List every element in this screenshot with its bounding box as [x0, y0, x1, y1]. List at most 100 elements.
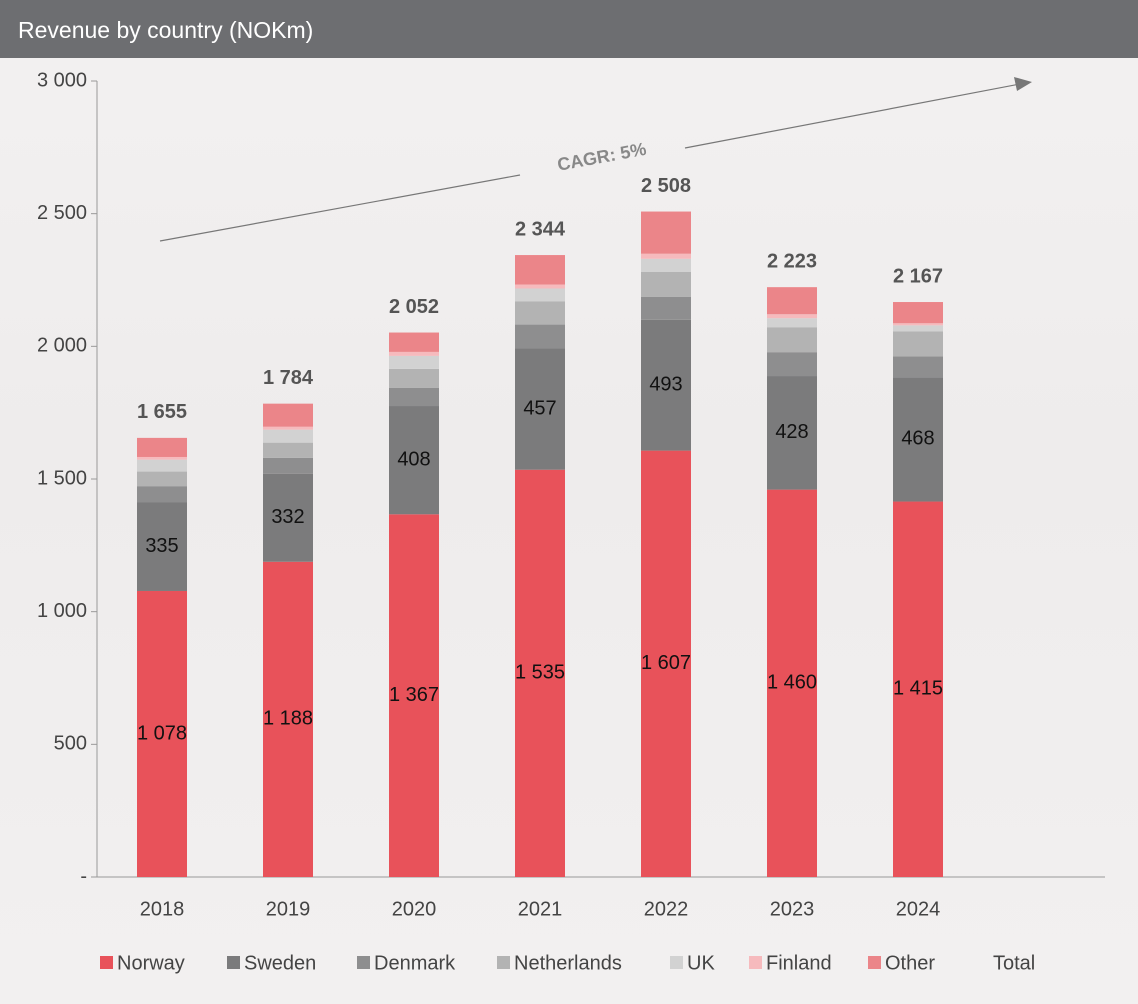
value-label: 1 078: [137, 722, 187, 744]
cagr-arrow: [159, 174, 521, 242]
value-label: 493: [649, 373, 682, 395]
legend-swatch: [497, 956, 510, 969]
bar-segment: [389, 387, 439, 407]
bar-segment: [389, 406, 439, 515]
total-label: 2 223: [767, 250, 817, 272]
value-label: 1 367: [389, 684, 439, 706]
bar-segment: [767, 376, 817, 490]
bar-segment: [137, 459, 187, 472]
bar-segment: [263, 473, 313, 562]
x-tick-label: 2023: [770, 898, 815, 920]
cagr-arrow: [684, 83, 1021, 149]
legend-swatch: [670, 956, 683, 969]
bar-segment: [767, 352, 817, 377]
value-label: 335: [145, 535, 178, 557]
bar-segment: [137, 486, 187, 503]
y-tick-label: 3 000: [37, 69, 87, 91]
bar-segment: [641, 319, 691, 451]
value-label: 408: [397, 448, 430, 470]
chart-title: Revenue by country (NOKm): [18, 17, 313, 43]
y-tick-label: 500: [54, 733, 87, 755]
total-label: 1 655: [137, 401, 187, 423]
bar-segment: [641, 258, 691, 272]
bar-segment: [767, 327, 817, 353]
total-label: 2 344: [515, 218, 566, 240]
bar-segment: [263, 457, 313, 474]
x-tick-label: 2019: [266, 898, 311, 920]
legend-label: Denmark: [374, 952, 456, 974]
value-label: 1 415: [893, 678, 943, 700]
bar-segment: [893, 377, 943, 502]
bar-segment: [137, 456, 187, 460]
y-tick-label: 2 000: [37, 335, 87, 357]
legend-label: Total: [993, 952, 1035, 974]
value-label: 468: [901, 428, 934, 450]
total-label: 2 052: [389, 296, 439, 318]
value-label: 428: [775, 421, 808, 443]
bar-segment: [641, 211, 691, 254]
value-label: 1 607: [641, 652, 691, 674]
bar-segment: [389, 351, 439, 356]
bar-segment: [641, 253, 691, 259]
legend-label: Other: [885, 952, 935, 974]
value-label: 457: [523, 397, 556, 419]
x-tick-label: 2018: [140, 898, 185, 920]
bar-segment: [263, 426, 313, 430]
legend-label: Finland: [766, 952, 832, 974]
bar-segment: [263, 442, 313, 458]
legend-label: UK: [687, 952, 715, 974]
total-label: 2 167: [893, 265, 943, 287]
bar-segment: [641, 296, 691, 320]
legend-swatch: [868, 956, 881, 969]
bar-segment: [767, 287, 817, 315]
legend-swatch: [749, 956, 762, 969]
value-label: 1 460: [767, 672, 817, 694]
bar-segment: [515, 301, 565, 325]
bar-segment: [515, 255, 565, 285]
y-tick-label: 1 000: [37, 600, 87, 622]
arrow-head: [1014, 77, 1032, 91]
bar-segment: [515, 469, 565, 877]
value-label: 1 188: [263, 708, 313, 730]
total-label: 1 784: [263, 367, 314, 389]
bar-segment: [263, 403, 313, 427]
value-label: 332: [271, 506, 304, 528]
bar-segment: [137, 471, 187, 487]
bar-segment: [389, 355, 439, 369]
bar-segment: [263, 561, 313, 877]
legend-swatch: [100, 956, 113, 969]
legend-swatch: [357, 956, 370, 969]
y-tick-label: 2 500: [37, 202, 87, 224]
bar-segment: [515, 284, 565, 289]
legend-swatch: [227, 956, 240, 969]
x-tick-label: 2022: [644, 898, 689, 920]
bar-segment: [893, 501, 943, 877]
bar-segment: [389, 514, 439, 877]
legend-label: Sweden: [244, 952, 316, 974]
bar-segment: [893, 323, 943, 326]
bar-segment: [767, 314, 817, 319]
total-label: 2 508: [641, 175, 691, 197]
x-tick-label: 2024: [896, 898, 941, 920]
bar-segment: [389, 332, 439, 352]
legend-label: Norway: [117, 952, 185, 974]
bar-segment: [893, 302, 943, 324]
y-tick-label: -: [80, 865, 87, 887]
bar-segment: [641, 450, 691, 877]
bar-segment: [767, 318, 817, 328]
bar-segment: [137, 502, 187, 591]
bar-segment: [515, 348, 565, 470]
bar-segment: [137, 437, 187, 457]
x-tick-label: 2021: [518, 898, 563, 920]
bar-segment: [515, 288, 565, 302]
value-label: 1 535: [515, 662, 565, 684]
bar-segment: [389, 368, 439, 388]
bar-segment: [515, 324, 565, 349]
y-tick-label: 1 500: [37, 467, 87, 489]
x-tick-label: 2020: [392, 898, 437, 920]
header: [0, 0, 1138, 58]
bar-segment: [893, 356, 943, 378]
bar-segment: [263, 429, 313, 443]
